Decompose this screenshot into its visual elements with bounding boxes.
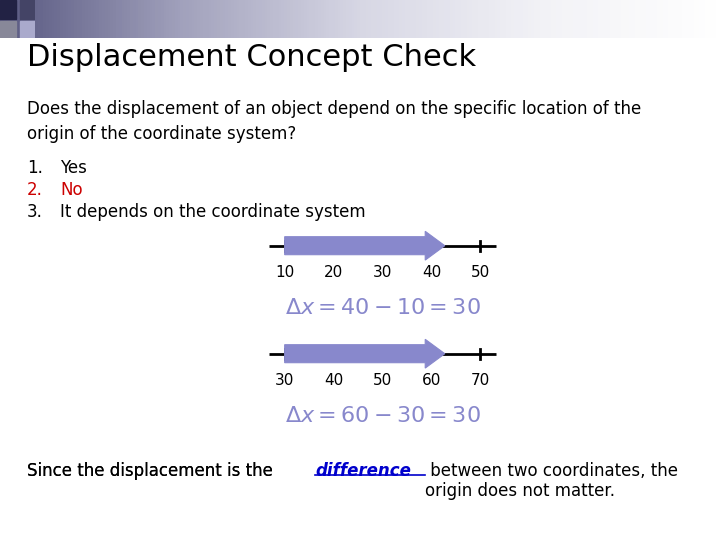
Text: 30: 30 (373, 265, 392, 280)
Text: $\Delta x = 40 - 10 = 30$: $\Delta x = 40 - 10 = 30$ (284, 297, 480, 319)
FancyArrow shape (284, 231, 445, 260)
Bar (19, 21, 35, 38)
Text: It depends on the coordinate system: It depends on the coordinate system (60, 203, 366, 221)
Text: 70: 70 (471, 373, 490, 388)
Text: Since the displacement is the: Since the displacement is the (27, 462, 278, 480)
Text: Yes: Yes (60, 159, 87, 177)
Text: 10: 10 (275, 265, 294, 280)
FancyArrow shape (284, 339, 445, 368)
Text: $\Delta x = 60 - 30 = 30$: $\Delta x = 60 - 30 = 30$ (284, 405, 480, 427)
Text: 20: 20 (324, 265, 343, 280)
Text: 50: 50 (471, 265, 490, 280)
Text: between two coordinates, the
origin does not matter.: between two coordinates, the origin does… (425, 462, 678, 501)
Bar (0, 21, 16, 38)
Text: 2.: 2. (27, 181, 42, 199)
Text: difference: difference (315, 462, 411, 480)
Text: No: No (60, 181, 83, 199)
Text: 40: 40 (324, 373, 343, 388)
Text: Displacement Concept Check: Displacement Concept Check (27, 43, 476, 72)
Text: 60: 60 (422, 373, 441, 388)
Text: 50: 50 (373, 373, 392, 388)
Text: 1.: 1. (27, 159, 42, 177)
Text: Does the displacement of an object depend on the specific location of the
origin: Does the displacement of an object depen… (27, 100, 641, 143)
Text: 30: 30 (275, 373, 294, 388)
Text: Since the displacement is the: Since the displacement is the (27, 462, 278, 480)
Bar (0, 0, 16, 19)
Text: 3.: 3. (27, 203, 42, 221)
Text: 40: 40 (422, 265, 441, 280)
Bar (19, 0, 35, 19)
